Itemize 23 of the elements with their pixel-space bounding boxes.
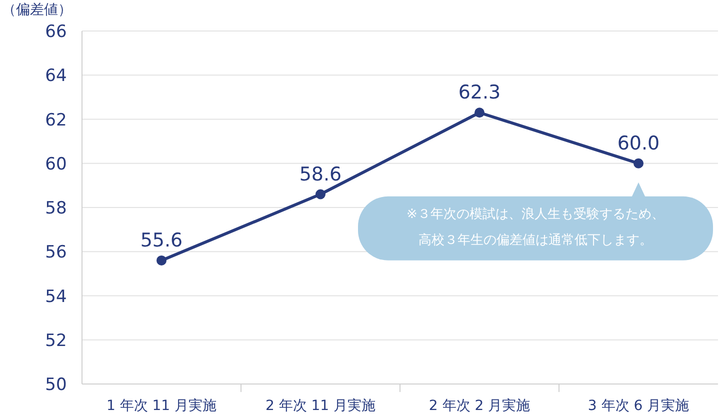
point <box>474 108 484 118</box>
y-tick-label: 54 <box>45 286 67 307</box>
x-tick-label: 1 年次 11 月実施 <box>106 398 217 414</box>
annotation: ※３年次の模試は、浪人生も受験するため、高校３年生の偏差値は通常低下します。 <box>406 206 666 250</box>
y-tick-label: 60 <box>45 154 67 174</box>
x-tick-label: 2 年次 11 月実施 <box>265 398 376 414</box>
y-tick-label: 52 <box>45 330 67 351</box>
data-label: 60.0 <box>617 132 660 154</box>
y-tick-label: 62 <box>45 110 67 130</box>
point <box>634 158 644 168</box>
y-tick-label: 50 <box>45 375 67 395</box>
x-tick-label: 3 年次 6 月実施 <box>588 398 690 414</box>
data-label: 55.6 <box>140 229 183 252</box>
point <box>156 255 166 266</box>
x-tick-label: 2 年次 2 月実施 <box>428 398 530 414</box>
point <box>316 189 326 200</box>
data-label: 62.3 <box>458 82 501 104</box>
data-label: 58.6 <box>299 163 342 186</box>
y-tick-label: 56 <box>45 242 67 263</box>
y-tick-label: 58 <box>45 198 67 218</box>
y-tick-label: 64 <box>45 66 67 86</box>
y-axis-title: （偏差値） <box>2 2 72 18</box>
y-tick-label: 66 <box>45 22 67 42</box>
